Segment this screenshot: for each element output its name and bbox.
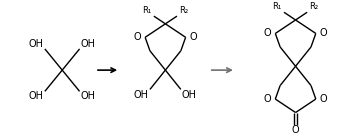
Text: R₁: R₁ xyxy=(272,2,282,11)
Text: OH: OH xyxy=(134,90,149,100)
Text: O: O xyxy=(292,125,300,135)
Text: OH: OH xyxy=(81,39,96,49)
Text: O: O xyxy=(189,32,197,42)
Text: OH: OH xyxy=(29,91,44,101)
Text: R₁: R₁ xyxy=(143,6,152,15)
Text: O: O xyxy=(264,94,271,104)
Text: O: O xyxy=(320,28,327,39)
Text: R₂: R₂ xyxy=(179,6,188,15)
Text: OH: OH xyxy=(182,90,197,100)
Text: O: O xyxy=(264,28,271,39)
Text: O: O xyxy=(134,32,141,42)
Text: OH: OH xyxy=(29,39,44,49)
Text: OH: OH xyxy=(81,91,96,101)
Text: R₂: R₂ xyxy=(309,2,319,11)
Text: O: O xyxy=(320,94,327,104)
